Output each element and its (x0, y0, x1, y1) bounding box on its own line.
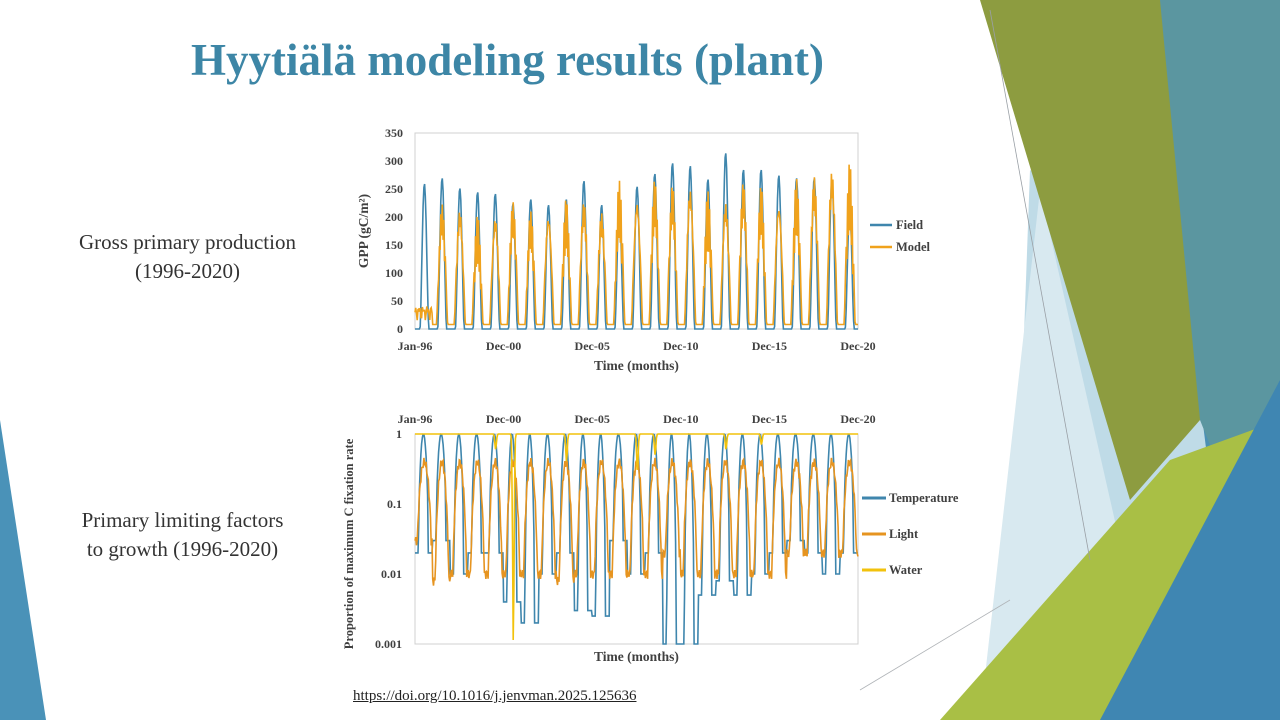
decor-left-edge-strip (0, 420, 46, 720)
decor-thin-line-2 (859, 599, 1011, 691)
gpp-y-tick-label: 100 (385, 266, 403, 280)
gpp-description-line-2: (1996-2020) (135, 259, 240, 283)
gpp-y-axis-label: GPP (gC/m²) (356, 194, 371, 268)
gpp-series-line-field (415, 153, 858, 330)
limiting-description-line-2: to growth (1996-2020) (86, 537, 279, 561)
gpp-plot-area (414, 132, 859, 330)
gpp-y-tick-label: 250 (385, 182, 403, 196)
limiting-description-line-1: Primary limiting factors (81, 508, 284, 532)
gpp-y-tick-label: 300 (385, 154, 403, 168)
gpp-x-tick-label: Dec-20 (840, 339, 875, 353)
page-title: Hyytiälä modeling results (plant) (191, 35, 824, 85)
limit-legend-label-light: Light (889, 527, 919, 541)
gpp-x-tick-label: Jan-96 (398, 339, 433, 353)
gpp-y-tick-label: 150 (385, 238, 403, 252)
gpp-description-line-1: Gross primary production (79, 230, 296, 254)
limit-x-tick-label: Dec-10 (663, 412, 698, 426)
gpp-legend-label-model: Model (896, 240, 931, 254)
gpp-chart: 0 50 100 150 200 250 300 350 Jan-96 Dec-00 Dec-05 D… (356, 126, 931, 373)
limit-x-tick-label: Dec-05 (575, 412, 610, 426)
decor-thin-line (989, 9, 1091, 561)
doi-link[interactable]: https://doi.org/10.1016/j.jenvman.2025.1… (353, 688, 637, 704)
limit-x-tick-label: Dec-20 (840, 412, 875, 426)
decor-olive-panel (980, 0, 1200, 500)
limit-y-tick-label: 0.01 (381, 567, 402, 581)
gpp-y-tick-label: 200 (385, 210, 403, 224)
limiting-factors-description: Primary limiting factors to growth (1996… (50, 506, 315, 564)
limit-y-tick-label: 0.001 (375, 637, 402, 651)
gpp-x-tick-label: Dec-05 (575, 339, 610, 353)
limit-x-tick-label: Dec-00 (486, 412, 521, 426)
limit-legend-label-water: Water (889, 563, 923, 577)
gpp-y-tick-label: 350 (385, 126, 403, 140)
limit-x-tick-label: Dec-15 (752, 412, 787, 426)
limit-x-tick-label: Jan-96 (398, 412, 433, 426)
gpp-x-tick-label: Dec-15 (752, 339, 787, 353)
gpp-y-tick-label: 50 (391, 294, 403, 308)
limit-y-tick-label: 0.1 (387, 497, 402, 511)
gpp-description: Gross primary production (1996-2020) (55, 228, 320, 286)
gpp-x-tick-label: Dec-10 (663, 339, 698, 353)
decor-blue-panel-bottom (1100, 380, 1280, 720)
limit-x-axis-label: Time (months) (594, 649, 679, 664)
gpp-x-axis-label: Time (months) (594, 358, 679, 373)
limit-y-axis-label: Proportion of maximum C fixation rate (342, 438, 356, 649)
gpp-legend-label-field: Field (896, 218, 923, 232)
limit-legend-label-temperature: Temperature (889, 491, 959, 505)
limit-y-tick-label: 1 (396, 427, 402, 441)
gpp-x-tick-label: Dec-00 (486, 339, 521, 353)
limit-series-line-water (415, 433, 858, 641)
gpp-series-line-model (414, 164, 858, 326)
gpp-y-tick-label: 0 (397, 322, 403, 336)
